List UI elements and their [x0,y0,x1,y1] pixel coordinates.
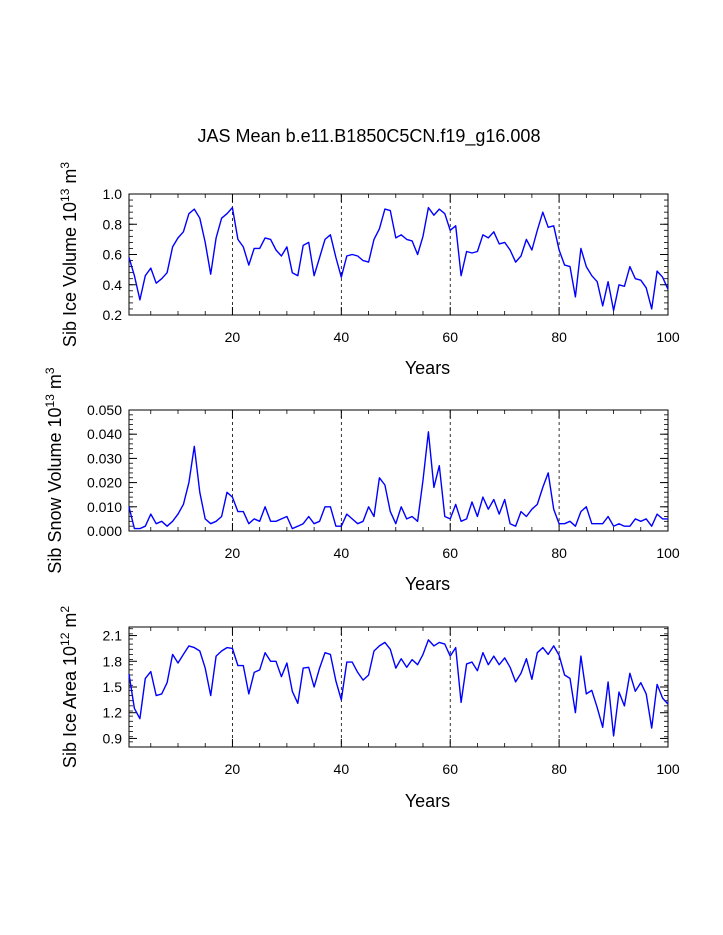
x-tick-label: 20 [225,329,241,345]
x-tick-label: 40 [334,329,350,345]
x-tick-label: 40 [334,761,350,777]
y-tick-label: 0.6 [103,247,123,263]
x-tick-label: 100 [656,761,680,777]
x-tick-label: 20 [225,545,241,561]
x-tick-label: 60 [442,329,458,345]
y-tick-label: 0.030 [87,450,122,466]
y-tick-label: 0.010 [87,499,122,515]
y-tick-label: 1.5 [103,679,123,695]
x-tick-label: 80 [551,545,567,561]
y-tick-label: 0.2 [103,307,123,323]
x-tick-label: 100 [656,329,680,345]
x-axis-label: Years [405,358,450,378]
y-axis-label: Sib Snow Volume 1013 m3 [43,367,65,573]
figure-title: JAS Mean b.e11.B1850C5CN.f19_g16.008 [198,126,541,147]
panel-snow-volume: 20 40 60 80 100 0.000 0.010 0.020 0.030 0.040 0.05… [43,367,680,594]
panel-ice-area: 20 40 60 80 100 0.9 1.2 1.5 1.8 2.1 Years Sib Ice A… [58,606,680,811]
y-axis-label: Sib Ice Volume 1013 m3 [58,162,80,347]
panel-ice-volume: 20 40 60 80 100 0.2 0.4 0.6 0.8 1.0 Years Sib Ice V… [58,162,680,378]
x-tick-label: 60 [442,761,458,777]
y-tick-label: 0.050 [87,402,122,418]
x-axis-label: Years [405,574,450,594]
y-tick-label: 0.020 [87,475,122,491]
y-tick-label: 0.000 [87,523,122,539]
x-tick-label: 80 [551,329,567,345]
x-axis-label: Years [405,791,450,811]
x-tick-label: 40 [334,545,350,561]
y-tick-label: 0.9 [103,730,123,746]
series-line [128,431,668,530]
x-tick-label: 20 [225,761,241,777]
plot-frame [128,626,669,748]
y-tick-label: 0.8 [103,216,123,232]
x-tick-label: 100 [656,545,680,561]
x-tick-label: 60 [442,545,458,561]
y-axis-label: Sib Ice Area 1012 m2 [58,606,80,768]
series-line [128,206,669,312]
y-tick-label: 1.8 [103,653,123,669]
y-tick-label: 2.1 [103,628,123,644]
y-tick-label: 1.2 [103,705,123,721]
plot-frame [128,193,669,316]
y-tick-label: 1.0 [103,186,123,202]
plot-frame [128,409,669,532]
x-tick-label: 80 [551,761,567,777]
y-tick-label: 0.040 [87,426,122,442]
series-line [128,639,669,737]
y-tick-label: 0.4 [103,277,123,293]
